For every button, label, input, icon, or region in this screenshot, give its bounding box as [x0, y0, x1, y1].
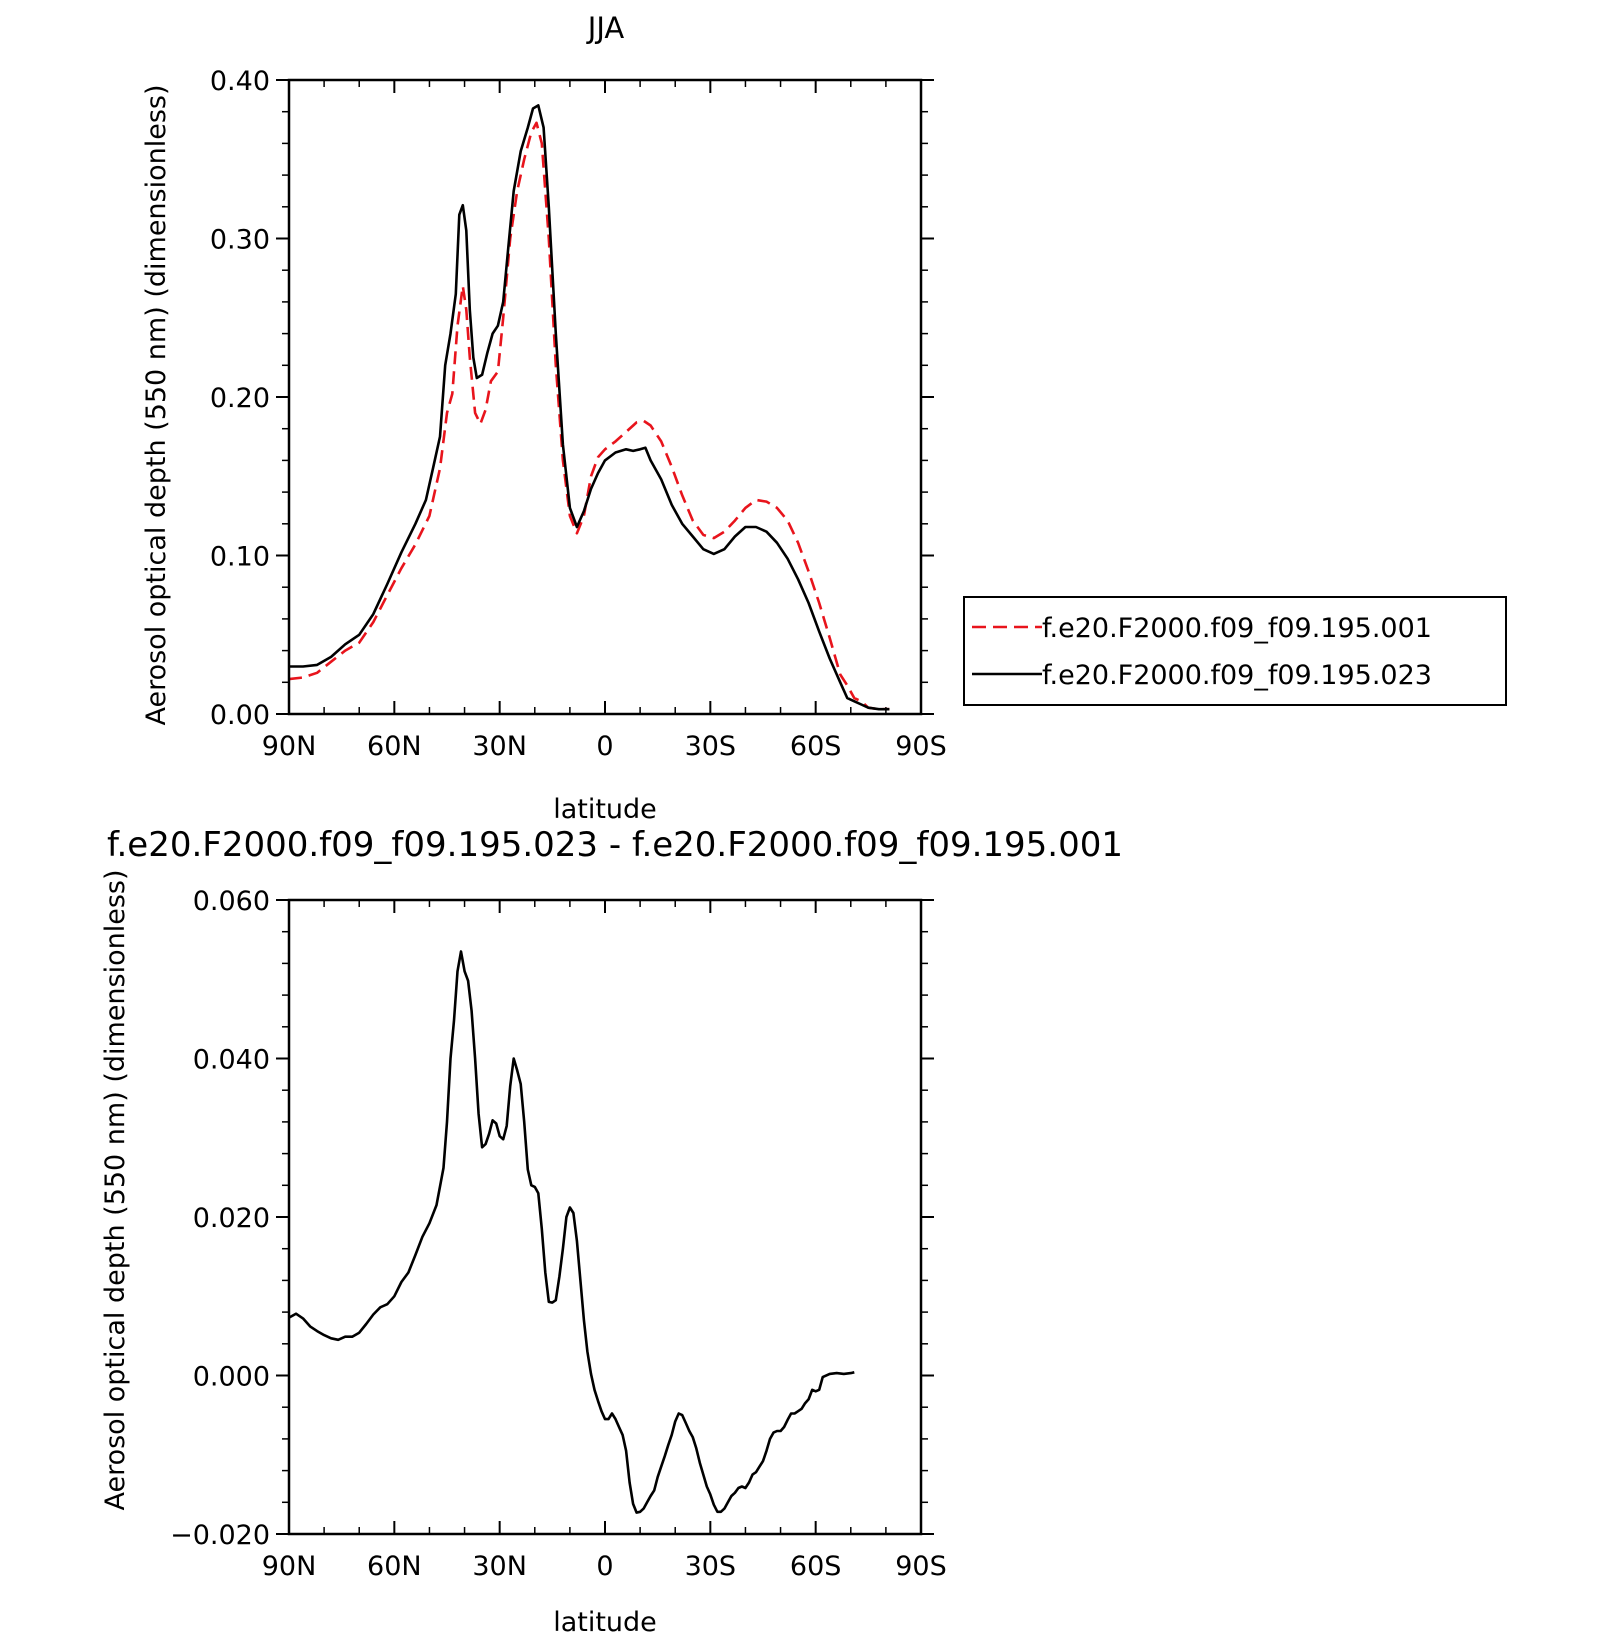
bottom-x-tick-label: 60N: [367, 1551, 422, 1582]
top-plot-lines: [288, 104, 890, 711]
bottom-series-line-0: [288, 950, 855, 1514]
top-plot-frame: [287, 78, 923, 716]
bottom-plot-frame: [287, 898, 923, 1536]
legend-label-001: f.e20.F2000.f09_f09.195.001: [1042, 613, 1432, 644]
top-x-tick-label: 30S: [685, 731, 737, 762]
top-x-tick-label: 90N: [262, 731, 317, 762]
bottom-x-tick-label: 30S: [685, 1551, 737, 1582]
bottom-y-tick-label: −0.020: [170, 1520, 270, 1551]
legend-label-023: f.e20.F2000.f09_f09.195.023: [1042, 660, 1432, 691]
top-x-axis-label: latitude: [553, 794, 657, 825]
top-x-tick-label: 30N: [472, 731, 527, 762]
top-panel: JJA Aerosol optical depth (550 nm) (dime…: [141, 11, 1507, 825]
bottom-x-tick-label: 0: [596, 1551, 613, 1582]
legend-box: [963, 596, 1507, 706]
top-y-tick-label: 0.00: [210, 700, 270, 731]
bottom-tick-labels: 90N 60N 30N 0 30S 60S 90S −0.020 0.000 0.020 0.040…: [170, 886, 947, 1582]
bottom-x-axis-label: latitude: [553, 1607, 657, 1635]
bottom-y-axis-label: Aerosol optical depth (550 nm) (dimensio…: [100, 869, 131, 1510]
bottom-y-tick-label: 0.040: [193, 1045, 270, 1076]
top-tick-labels: 90N 60N 30N 0 30S 60S 90S 0.00 0.10 0.20 0.30 0.40: [210, 66, 947, 762]
bottom-x-tick-label: 90S: [895, 1551, 947, 1582]
top-series-line-0: [288, 121, 890, 711]
top-x-tick-label: 60N: [367, 731, 422, 762]
bottom-y-tick-label: 0.000: [193, 1362, 270, 1393]
top-y-tick-label: 0.40: [210, 66, 270, 97]
top-y-tick-label: 0.10: [210, 542, 270, 573]
top-y-tick-label: 0.20: [210, 383, 270, 414]
bottom-x-tick-label: 90N: [262, 1551, 317, 1582]
bottom-x-tick-label: 30N: [472, 1551, 527, 1582]
bottom-panel: f.e20.F2000.f09_f09.195.023 - f.e20.F200…: [100, 825, 1123, 1635]
bottom-y-tick-label: 0.060: [193, 886, 270, 917]
bottom-y-tick-label: 0.020: [193, 1203, 270, 1234]
top-x-tick-label: 90S: [895, 731, 947, 762]
bottom-plot-lines: [288, 950, 855, 1514]
top-chart-title: JJA: [586, 11, 625, 45]
top-legend: f.e20.F2000.f09_f09.195.001 f.e20.F2000.…: [963, 596, 1507, 706]
top-x-tick-label: 0: [596, 731, 613, 762]
top-y-axis-label: Aerosol optical depth (550 nm) (dimensio…: [141, 84, 172, 725]
top-series-line-1: [289, 104, 890, 711]
bottom-chart-title: f.e20.F2000.f09_f09.195.023 - f.e20.F200…: [107, 825, 1123, 865]
top-x-tick-label: 60S: [790, 731, 842, 762]
bottom-x-tick-label: 60S: [790, 1551, 842, 1582]
top-y-tick-label: 0.30: [210, 225, 270, 256]
